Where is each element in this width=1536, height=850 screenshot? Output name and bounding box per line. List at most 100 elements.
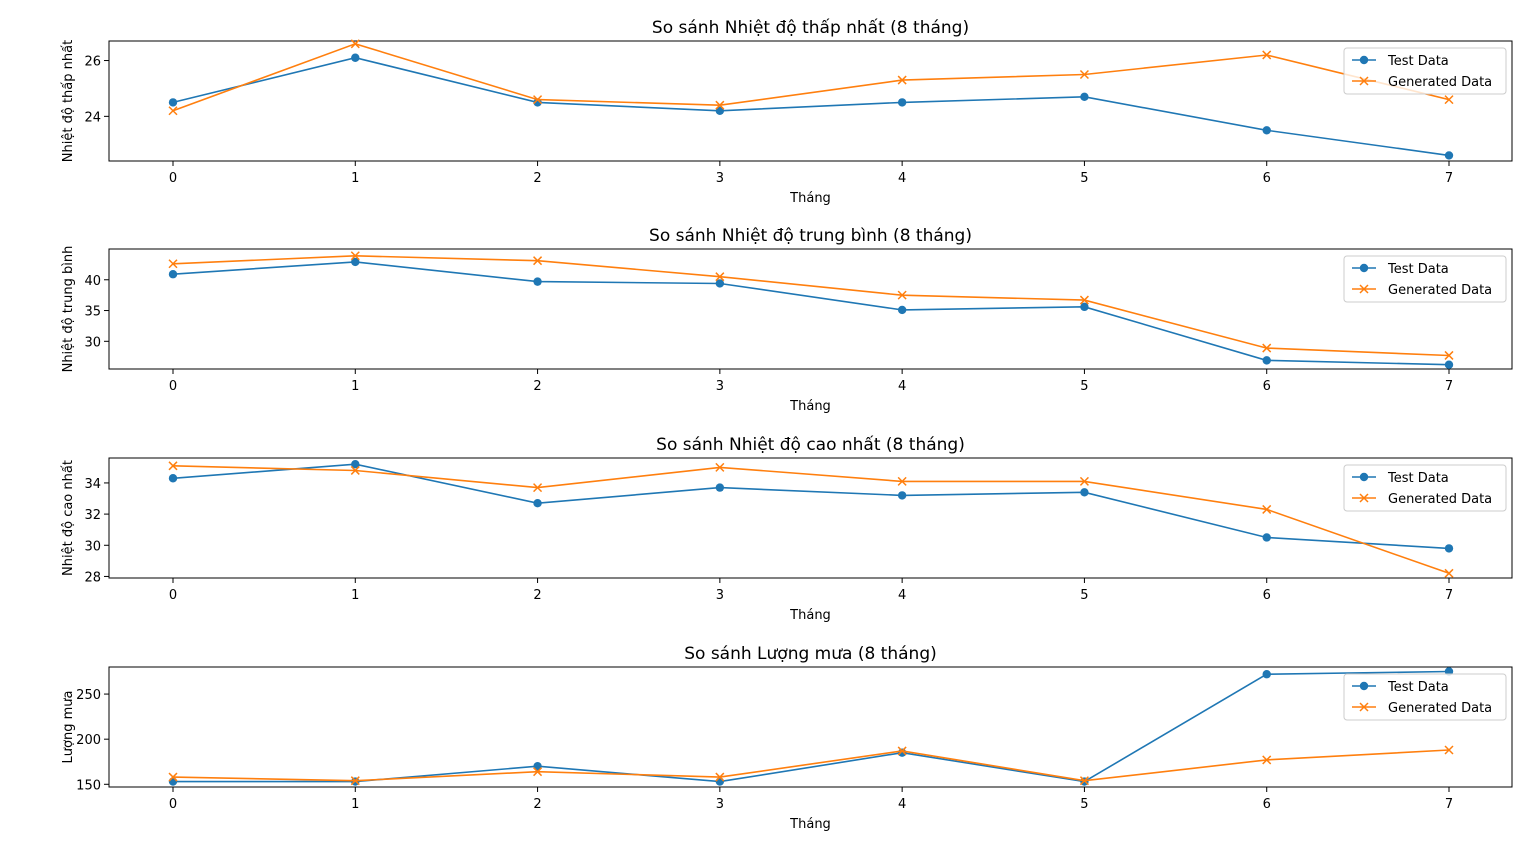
data-point: [715, 106, 725, 115]
legend: Test Data Generated Data: [1343, 464, 1507, 512]
x-tick-label: 6: [1263, 588, 1271, 603]
legend-box: [1343, 255, 1507, 303]
data-point: [897, 491, 907, 500]
data-point: [1262, 126, 1271, 135]
data-point: [897, 290, 907, 300]
data-point: [1080, 488, 1089, 497]
legend: Test Data Generated Data: [1343, 255, 1507, 303]
data-point: [533, 498, 542, 508]
subplot-3: So sánh Nhiệt độ cao nhất (8 tháng)0 1 2 3 4…: [61, 434, 1513, 623]
series-generated-data: [168, 39, 1454, 116]
legend-label: Test Data: [1387, 680, 1449, 695]
y-tick-label: 34: [84, 477, 101, 492]
y-tick-label: 30: [84, 539, 101, 554]
series-test-data: [168, 53, 1454, 160]
series-test-data: [168, 257, 1454, 369]
data-point: [1444, 95, 1454, 105]
data-point: [350, 465, 360, 475]
x-tick-label: 1: [351, 379, 359, 394]
data-point: [1444, 544, 1454, 553]
data-point: [351, 460, 360, 469]
subplot-1: So sánh Nhiệt độ thấp nhất (8 tháng) 0 1 2 3…: [61, 17, 1513, 206]
data-point: [1444, 151, 1454, 160]
x-tick-label: 4: [898, 379, 906, 394]
data-point: [168, 474, 178, 483]
x-axis-label: Tháng: [789, 191, 831, 206]
y-tick-label: 24: [84, 110, 101, 125]
plot-area-frame: [108, 248, 1513, 370]
x-tick-label: 4: [898, 588, 906, 603]
x-tick-label: 5: [1080, 379, 1088, 394]
data-point: [168, 270, 178, 279]
series-generated-data: [168, 461, 1454, 578]
legend-label: Test Data: [1387, 262, 1449, 277]
x-tick-label: 3: [716, 379, 724, 394]
data-point: [1079, 476, 1089, 486]
data-point: [1262, 533, 1271, 542]
legend-marker: [1359, 284, 1369, 294]
legend-marker: [1359, 472, 1369, 482]
x-axis-label: Tháng: [789, 608, 831, 623]
data-point: [351, 257, 360, 267]
data-point: [168, 259, 178, 269]
data-point: [1444, 350, 1454, 360]
legend-marker: [1359, 263, 1369, 273]
legend-marker: [1359, 76, 1369, 86]
x-tick-label: 3: [716, 588, 724, 603]
series-test-data: [168, 460, 1454, 553]
data-point: [715, 483, 725, 492]
data-point: [350, 776, 360, 786]
legend-label: Test Data: [1387, 54, 1449, 69]
subplot-2: So sánh Nhiệt độ trung bình (8 tháng) 0 1 2…: [61, 226, 1513, 414]
x-tick-label: 1: [351, 588, 359, 603]
legend-marker: [1359, 702, 1369, 712]
data-point: [715, 100, 725, 110]
data-point: [168, 461, 178, 471]
series-test-data: [168, 667, 1454, 786]
data-point: [533, 95, 543, 105]
x-tick-label: 2: [533, 379, 541, 394]
x-tick-label: 0: [169, 171, 177, 186]
x-axis-label: Tháng: [789, 399, 831, 414]
data-point: [897, 305, 907, 315]
subplot-4: So sánh Lượng mưa (8 tháng) 0 1 2 3 4 5 6 7 150 20…: [61, 644, 1513, 832]
x-tick-label: 2: [533, 588, 541, 603]
x-tick-label: 4: [898, 797, 906, 812]
data-point: [533, 767, 543, 777]
data-point: [1262, 50, 1272, 60]
data-point: [897, 75, 907, 85]
x-tick-label: 6: [1263, 171, 1271, 186]
legend-marker: [1359, 681, 1369, 691]
data-point: [168, 106, 178, 116]
series-line: [172, 463, 1450, 550]
legend-label: Test Data: [1387, 471, 1449, 486]
y-axis-label: Nhiệt độ cao nhất: [61, 460, 76, 576]
series-line: [173, 670, 1450, 783]
data-point: [1262, 343, 1272, 353]
chart-title: So sánh Lượng mưa (8 tháng): [684, 644, 937, 664]
data-point: [1444, 568, 1454, 578]
series-line: [172, 749, 1450, 782]
x-tick-label: 0: [169, 379, 177, 394]
legend-label: Generated Data: [1388, 75, 1492, 90]
x-axis-label: Tháng: [789, 817, 831, 832]
x-tick-label: 5: [1080, 171, 1088, 186]
data-point: [897, 476, 907, 486]
y-tick-label: 30: [84, 335, 101, 350]
y-tick-label: 40: [84, 274, 101, 289]
legend-box: [1343, 464, 1507, 512]
legend: Test Data Generated Data: [1343, 47, 1507, 95]
plot-area-frame: [108, 40, 1513, 162]
y-tick-label: 150: [76, 778, 101, 793]
chart-title: So sánh Nhiệt độ trung bình (8 tháng): [649, 226, 972, 246]
data-point: [168, 772, 178, 782]
x-tick-label: 4: [898, 171, 906, 186]
data-point: [533, 483, 543, 493]
data-point: [897, 98, 907, 107]
chart-title: So sánh Nhiệt độ thấp nhất (8 tháng): [652, 17, 969, 38]
series-generated-data: [168, 745, 1454, 786]
data-point: [1444, 745, 1454, 755]
y-tick-label: 26: [84, 55, 101, 70]
y-axis-label: Nhiệt độ thấp nhất: [61, 40, 76, 162]
